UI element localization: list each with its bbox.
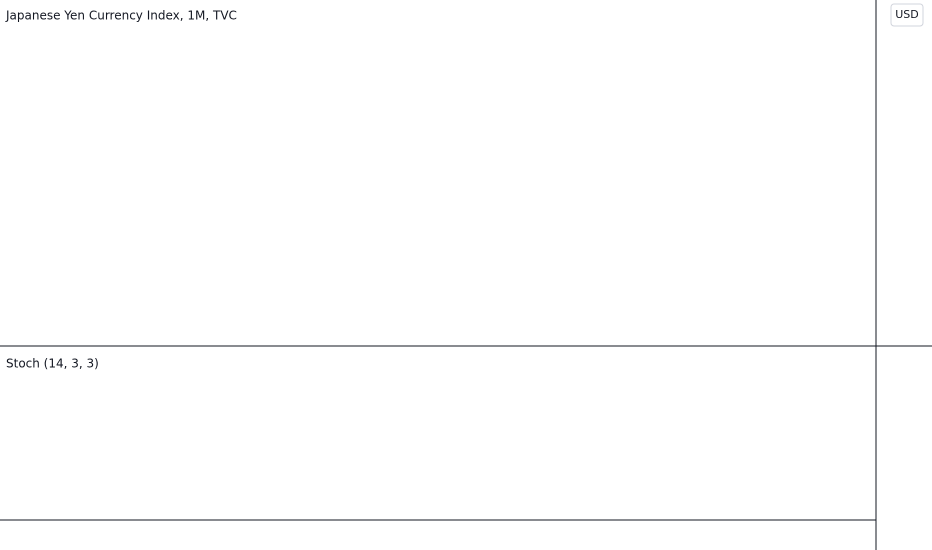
currency[interactable]: USD	[895, 8, 919, 21]
indicator-title: Stoch (14, 3, 3)	[6, 357, 99, 371]
chart-title: Japanese Yen Currency Index, 1M, TVC	[5, 9, 237, 23]
currency-box[interactable]	[890, 3, 924, 27]
